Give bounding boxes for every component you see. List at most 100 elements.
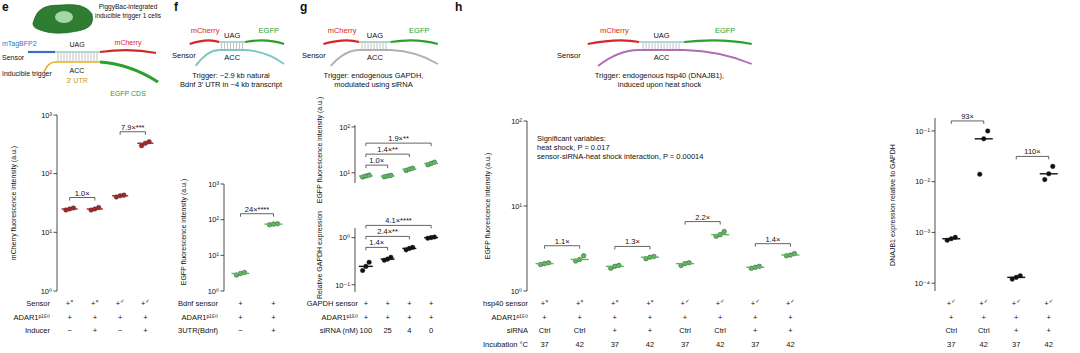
condition-value: +✓ xyxy=(947,298,956,308)
median-line xyxy=(87,208,103,209)
condition-value: + xyxy=(613,313,618,322)
median-line xyxy=(359,175,373,176)
condition-value: Ctrl xyxy=(539,326,551,335)
y-axis-label: EGFP fluorescence intensity (a.u.) xyxy=(180,179,188,285)
condition-value: − xyxy=(67,326,72,335)
median-line xyxy=(381,258,395,259)
base-pair xyxy=(658,43,659,49)
base-pair xyxy=(67,53,68,61)
condition-value: + xyxy=(143,326,148,335)
condition-value: + xyxy=(648,313,653,322)
y-tick xyxy=(352,237,356,238)
schematic-label: EGFP CDS xyxy=(110,90,146,97)
base-pair xyxy=(664,43,665,49)
schematic-label: ACC xyxy=(654,53,670,62)
y-tick-label: 10⁻¹ xyxy=(915,127,930,136)
median-line xyxy=(265,223,283,224)
condition-value: + xyxy=(577,313,582,322)
sensor-core xyxy=(55,51,100,53)
condition-value: +✓ xyxy=(1012,298,1021,308)
y-tick-label: 10² xyxy=(339,123,350,132)
fold-change-label: 1.9×** xyxy=(388,134,409,143)
base-pair xyxy=(88,53,89,61)
y-axis-label: Relative GAPDH expression xyxy=(316,211,324,299)
condition-name: Bdnf sensor xyxy=(178,299,219,308)
median-line xyxy=(424,163,438,164)
nucleus-icon xyxy=(55,11,73,23)
base-pair xyxy=(242,43,243,49)
condition-value: + xyxy=(1047,326,1052,335)
median-line xyxy=(641,256,659,257)
condition-value: +× xyxy=(66,298,74,308)
condition-name: Inducer xyxy=(25,326,51,335)
condition-value: +× xyxy=(646,298,654,308)
condition-value: + xyxy=(385,299,390,308)
condition-mark: ✓ xyxy=(1049,298,1054,304)
y-tick xyxy=(221,255,225,256)
schematic-label: Sensor xyxy=(557,51,581,60)
base-pair xyxy=(82,53,83,61)
schematic-label: UAG xyxy=(69,41,84,48)
annotation: Significant variables: xyxy=(537,134,606,143)
panel-letter: g xyxy=(300,0,307,14)
y-tick-label: 10³ xyxy=(208,180,219,189)
panel-letter: f xyxy=(174,0,179,14)
y-tick-label: 10² xyxy=(208,215,219,224)
median-line xyxy=(359,266,373,267)
y-tick-label: 10³ xyxy=(41,111,52,120)
schematic-label: UAG xyxy=(653,31,669,40)
fold-change-label: 4.1×**** xyxy=(385,216,412,225)
fold-change-label: 1.4×** xyxy=(377,145,398,154)
sensor-core xyxy=(639,41,684,43)
y-tick-label: 10¹ xyxy=(339,169,350,178)
y-tick xyxy=(932,232,936,233)
condition-value: + xyxy=(982,313,987,322)
base-pair xyxy=(94,53,95,61)
condition-value: 37 xyxy=(611,340,619,349)
condition-value: + xyxy=(949,313,954,322)
condition-value: + xyxy=(683,313,688,322)
condition-value: + xyxy=(385,313,390,322)
schematic-label: inducible trigger 1 cells xyxy=(95,12,162,20)
median-line xyxy=(1040,173,1058,174)
comparison-bracket xyxy=(951,121,984,124)
y-tick-label: 10¹ xyxy=(511,202,522,211)
plot-area xyxy=(359,235,438,273)
condition-value: +✓ xyxy=(979,298,988,308)
comparison-bracket xyxy=(545,246,580,249)
trigger-strand xyxy=(196,50,285,66)
base-pair xyxy=(61,53,62,61)
condition-name: ADAR1ᵖ¹⁵⁰ xyxy=(14,313,50,322)
condition-mark: × xyxy=(95,298,98,304)
base-pair xyxy=(661,43,662,49)
base-pair xyxy=(239,43,240,49)
base-pair xyxy=(58,53,59,61)
condition-value: + xyxy=(1014,313,1019,322)
y-tick xyxy=(524,206,528,207)
condition-value: + xyxy=(1047,313,1052,322)
annotation: sensor-siRNA-heat shock interaction, P =… xyxy=(537,152,703,161)
median-line xyxy=(381,175,395,176)
fold-change-label: 1.0× xyxy=(369,156,384,165)
base-pair xyxy=(97,53,98,61)
y-tick-label: 10⁻³ xyxy=(915,228,930,237)
schematic-label: mCherry xyxy=(328,26,357,35)
base-pair xyxy=(365,43,366,49)
condition-value: + xyxy=(613,326,618,335)
condition-value: 37 xyxy=(540,340,548,349)
schematic-label: ACC xyxy=(224,53,240,62)
condition-value: + xyxy=(271,313,276,322)
schematic-label: ACC xyxy=(70,67,85,74)
y-axis-label: EGFP fluorescence intensity (a.u.) xyxy=(484,153,492,259)
condition-value: + xyxy=(407,313,412,322)
replicate-point xyxy=(546,260,551,265)
y-tick-label: 10⁻¹ xyxy=(335,281,350,290)
condition-value: 4 xyxy=(407,326,411,335)
y-tick xyxy=(932,130,936,131)
panel-letter: h xyxy=(455,0,462,14)
schematic-label: mCherry xyxy=(191,26,220,35)
base-pair xyxy=(79,53,80,61)
base-pair xyxy=(652,43,653,49)
y-axis: 10⁰10¹10² xyxy=(511,117,527,296)
condition-value: + xyxy=(718,313,723,322)
